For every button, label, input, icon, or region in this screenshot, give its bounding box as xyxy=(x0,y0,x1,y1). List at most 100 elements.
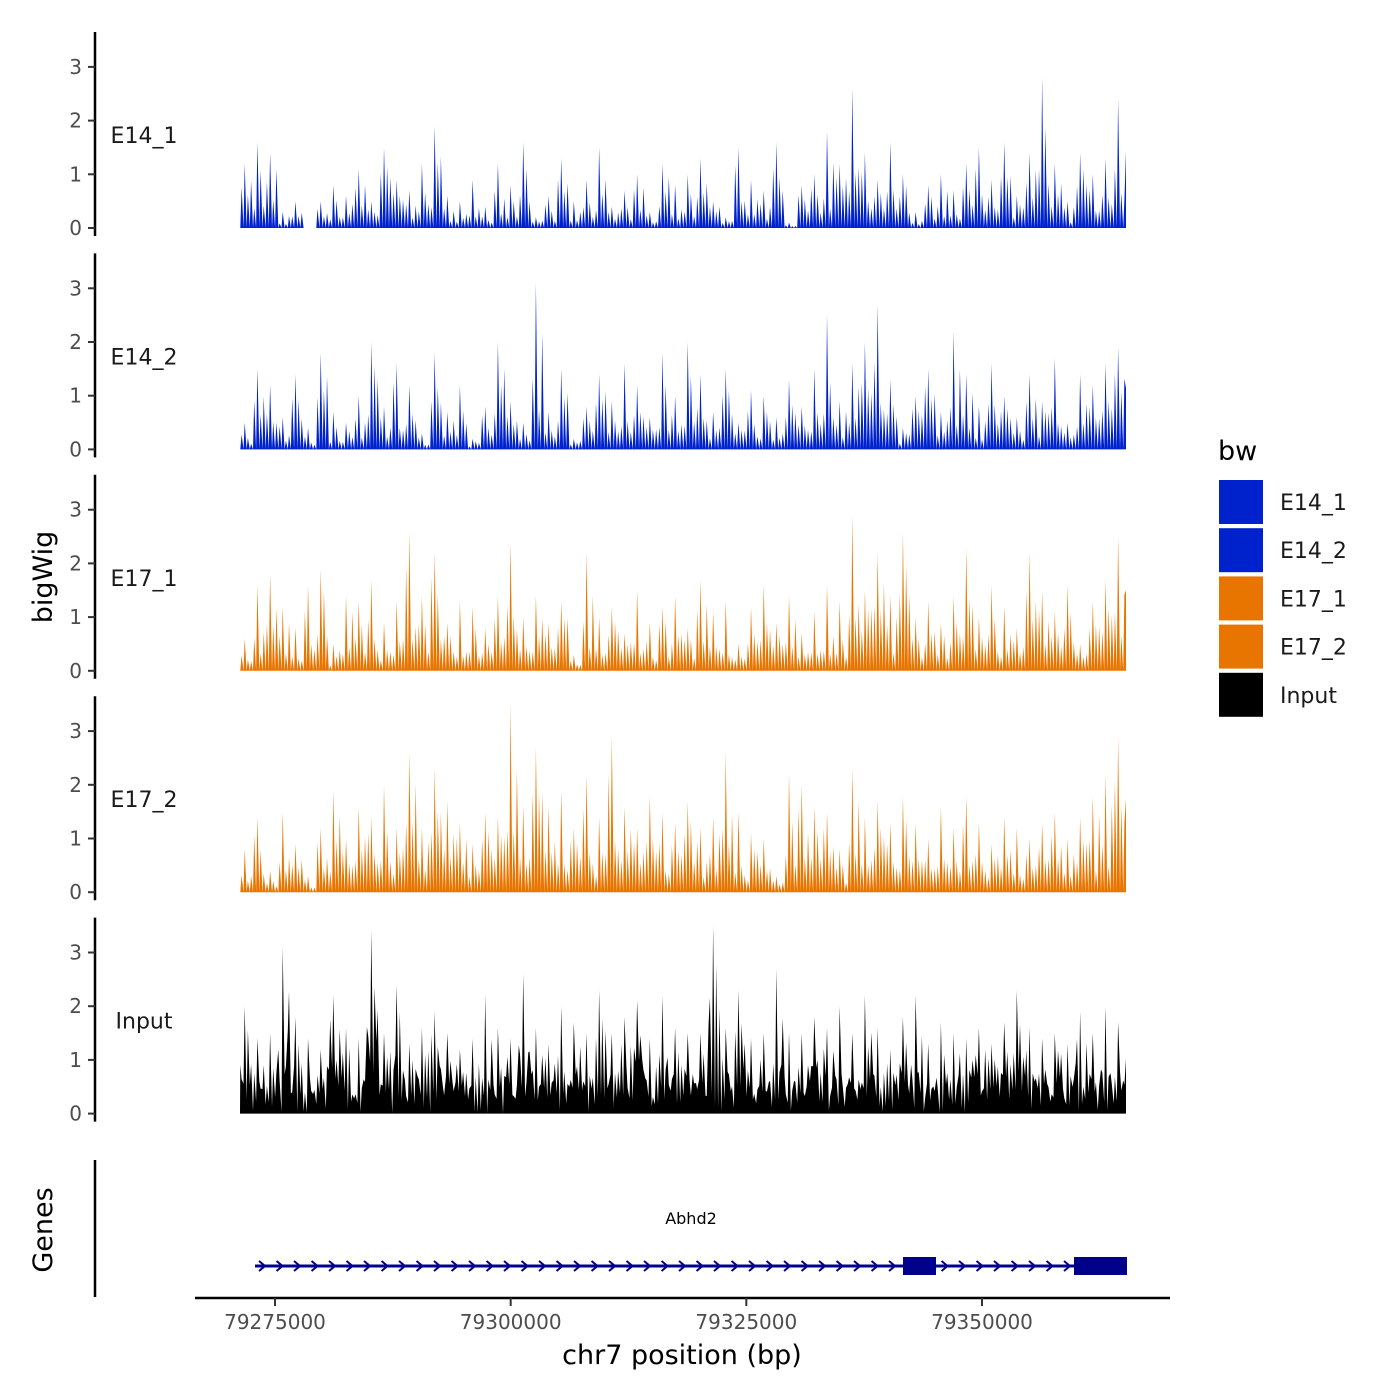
strand-arrow-icon xyxy=(713,1260,722,1272)
y-tick-label: 2 xyxy=(69,330,82,354)
signal-area-E17_1 xyxy=(240,515,1126,671)
legend-title: bw xyxy=(1218,436,1257,467)
signal-area-E14_2 xyxy=(240,282,1126,450)
strand-arrow-icon xyxy=(1063,1260,1072,1272)
strand-arrow-icon xyxy=(765,1260,775,1272)
legend-label: E14_1 xyxy=(1280,491,1347,516)
y-tick-label: 1 xyxy=(69,384,82,408)
legend-label: E17_2 xyxy=(1280,636,1347,661)
signal-area-Input xyxy=(240,925,1126,1114)
strand-arrow-icon xyxy=(678,1260,687,1272)
strand-arrow-icon xyxy=(590,1260,600,1272)
strand-arrow-icon xyxy=(363,1260,372,1272)
legend-label: E14_2 xyxy=(1280,539,1347,564)
legend-swatch-Input xyxy=(1219,672,1263,717)
y-tick-label: 1 xyxy=(69,827,82,851)
y-tick-label: 1 xyxy=(69,1048,82,1072)
strand-arrow-icon xyxy=(398,1260,407,1272)
strand-arrow-icon xyxy=(643,1260,652,1272)
x-axis-title: chr7 position (bp) xyxy=(562,1340,802,1371)
strand-arrow-icon xyxy=(835,1260,845,1272)
strand-arrow-icon xyxy=(695,1260,705,1272)
strand-arrow-icon xyxy=(415,1260,425,1272)
strand-arrow-icon xyxy=(660,1260,670,1272)
strand-arrow-icon xyxy=(748,1260,757,1272)
strand-arrow-icon xyxy=(608,1260,617,1272)
strand-arrow-icon xyxy=(293,1260,302,1272)
y-tick-label: 3 xyxy=(69,276,82,300)
strand-arrow-icon xyxy=(625,1260,635,1272)
legend-swatch-E17_2 xyxy=(1219,624,1263,669)
strand-arrow-icon xyxy=(940,1260,950,1272)
strand-arrow-icon xyxy=(503,1260,512,1272)
strand-arrow-icon xyxy=(555,1260,565,1272)
strand-arrow-icon xyxy=(485,1260,495,1272)
strand-arrow-icon xyxy=(450,1260,460,1272)
y-tick-label: 2 xyxy=(69,551,82,575)
track-panel-E17_2: 0 1 2 3 E17_2 xyxy=(69,696,1126,904)
y-tick-label: 2 xyxy=(69,109,82,133)
strand-arrow-icon xyxy=(520,1260,530,1272)
strand-arrow-icon xyxy=(1010,1260,1020,1272)
track-label: Input xyxy=(116,1010,173,1035)
strand-arrow-icon xyxy=(730,1260,740,1272)
y-tick-label: 0 xyxy=(69,437,82,461)
strand-arrow-icon xyxy=(975,1260,985,1272)
y-tick-label: 3 xyxy=(69,719,82,743)
legend-swatch-E14_2 xyxy=(1219,528,1263,573)
strand-arrow-icon xyxy=(538,1260,547,1272)
strand-arrow-icon xyxy=(328,1260,337,1272)
legend-label: Input xyxy=(1280,684,1337,709)
signal-area-E14_1 xyxy=(240,77,1126,228)
x-tick-label: 79275000 xyxy=(224,1310,326,1334)
y-tick-label: 0 xyxy=(69,880,82,904)
legend-label: E17_1 xyxy=(1280,587,1347,612)
x-axis: 79275000 79300000 79325000 79350000 xyxy=(195,1296,1170,1334)
y-tick-label: 3 xyxy=(69,55,82,79)
gene-label: Abhd2 xyxy=(665,1209,717,1228)
y-tick-label: 2 xyxy=(69,994,82,1018)
track-label: E14_2 xyxy=(111,345,178,370)
strand-arrow-icon xyxy=(870,1260,880,1272)
strand-arrow-icon xyxy=(380,1260,390,1272)
strand-arrow-icon xyxy=(433,1260,442,1272)
gene-exon xyxy=(903,1257,936,1275)
gene-track-title: Genes xyxy=(28,1187,59,1272)
strand-arrow-icon xyxy=(310,1260,320,1272)
y-axis-title: bigWig xyxy=(28,531,59,624)
gene-exon xyxy=(1074,1257,1127,1275)
y-tick-label: 3 xyxy=(69,941,82,965)
y-tick-label: 0 xyxy=(69,659,82,683)
strand-arrow-icon xyxy=(888,1260,897,1272)
track-label: E17_2 xyxy=(111,788,178,813)
y-tick-label: 2 xyxy=(69,773,82,797)
x-tick-label: 79300000 xyxy=(460,1310,562,1334)
track-panel-E14_2: 0 1 2 3 E14_2 xyxy=(69,253,1126,461)
strand-arrow-icon xyxy=(783,1260,792,1272)
gene-track: Abhd2 xyxy=(93,1160,1127,1297)
strand-arrow-icon xyxy=(258,1260,267,1272)
y-tick-label: 0 xyxy=(69,1102,82,1126)
y-tick-label: 3 xyxy=(69,498,82,522)
strand-arrow-icon xyxy=(573,1260,582,1272)
strand-arrow-icon xyxy=(468,1260,477,1272)
track-panel-Input: 0 1 2 3 Input xyxy=(69,917,1126,1126)
y-tick-label: 1 xyxy=(69,605,82,629)
strand-arrow-icon xyxy=(958,1260,967,1272)
strand-arrow-icon xyxy=(818,1260,827,1272)
legend: bw E14_1 E14_2 E17_1 E17_2 Input xyxy=(1218,436,1347,717)
track-panel-E14_1: 0 1 2 3 E14_1 xyxy=(69,32,1126,240)
strand-arrow-icon xyxy=(800,1260,810,1272)
strand-arrow-icon xyxy=(1028,1260,1037,1272)
strand-arrow-icon xyxy=(993,1260,1002,1272)
strand-arrow-icon xyxy=(1045,1260,1055,1272)
legend-swatch-E17_1 xyxy=(1219,576,1263,621)
x-tick-label: 79325000 xyxy=(695,1310,797,1334)
track-label: E14_1 xyxy=(111,124,178,149)
strand-arrow-icon xyxy=(345,1260,355,1272)
signal-area-E17_2 xyxy=(240,704,1126,893)
x-tick-label: 79350000 xyxy=(931,1310,1033,1334)
y-tick-label: 1 xyxy=(69,162,82,186)
strand-arrow-icon xyxy=(275,1260,285,1272)
y-tick-label: 0 xyxy=(69,216,82,240)
